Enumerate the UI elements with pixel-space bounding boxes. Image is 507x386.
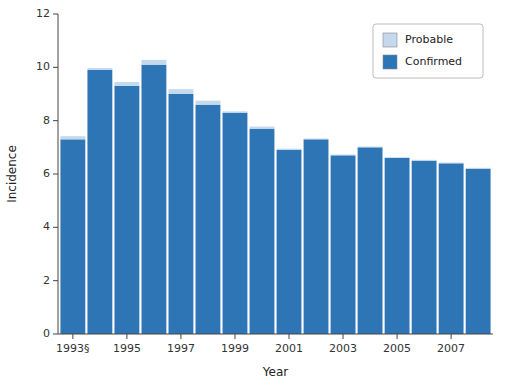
y-tick-label: 4 xyxy=(43,220,50,233)
x-tick-label: 1997 xyxy=(167,342,195,355)
legend-label: Confirmed xyxy=(405,55,462,68)
legend-swatch xyxy=(383,55,397,69)
bar-segment xyxy=(277,150,302,334)
x-tick-label: 2001 xyxy=(275,342,303,355)
y-tick xyxy=(53,14,58,15)
bar-segment xyxy=(250,129,275,334)
bar-segment xyxy=(223,113,248,334)
x-tick xyxy=(234,334,235,339)
x-tick xyxy=(343,334,344,339)
bar-segment xyxy=(60,139,85,334)
y-tick-label: 2 xyxy=(43,274,50,287)
x-tick xyxy=(126,334,127,339)
chart: 0 2 4 6 8 10 12 1993§ 1995 1997 1999 2001 2003 2005 20… xyxy=(0,0,507,386)
x-tick-label: 2003 xyxy=(329,342,357,355)
y-tick-label: 0 xyxy=(43,327,50,340)
y-axis-label: Incidence xyxy=(5,145,19,203)
bar-segment xyxy=(141,60,166,65)
bars xyxy=(60,60,490,334)
legend-box xyxy=(373,24,483,78)
bar-segment xyxy=(358,146,383,148)
bar-segment xyxy=(412,159,437,161)
y-tick xyxy=(53,174,58,175)
legend: Probable Confirmed xyxy=(373,24,483,78)
x-tick-label: 1995 xyxy=(113,342,141,355)
x-tick-label: 1999 xyxy=(221,342,249,355)
x-tick xyxy=(289,334,290,339)
y-tick xyxy=(53,334,58,335)
bar-segment xyxy=(358,147,383,334)
bar-segment xyxy=(114,86,139,334)
bar-segment xyxy=(60,136,85,139)
bar-segment xyxy=(304,138,329,140)
x-tick xyxy=(72,334,73,339)
bar-segment xyxy=(466,169,491,334)
y-tick xyxy=(53,227,58,228)
bar-segment xyxy=(439,163,464,334)
x-tick xyxy=(180,334,181,339)
y-tick-label: 10 xyxy=(36,60,50,73)
bar-segment xyxy=(412,161,437,334)
bar-segment xyxy=(439,162,464,164)
legend-swatch xyxy=(383,33,397,47)
bar-segment xyxy=(169,94,194,334)
x-axis-line xyxy=(58,334,493,335)
bar-segment xyxy=(114,82,139,86)
bar-segment xyxy=(196,101,221,105)
y-tick xyxy=(53,120,58,121)
y-tick-label: 6 xyxy=(43,167,50,180)
bar-segment xyxy=(223,111,248,112)
bar-segment xyxy=(141,65,166,334)
x-tick-label: 1993§ xyxy=(56,342,90,355)
bar-segment xyxy=(250,127,275,129)
x-tick xyxy=(397,334,398,339)
x-axis-label: Year xyxy=(262,365,288,379)
y-tick xyxy=(53,67,58,68)
x-tick-label: 2005 xyxy=(383,342,411,355)
bar-segment xyxy=(277,149,302,150)
bar-segment xyxy=(385,158,410,334)
bar-segment xyxy=(169,89,194,94)
bar-segment xyxy=(466,167,491,169)
x-tick xyxy=(451,334,452,339)
bar-segment xyxy=(331,155,356,334)
bar-segment xyxy=(87,68,112,70)
bar-segment xyxy=(304,139,329,334)
bar-segment xyxy=(385,157,410,159)
legend-label: Probable xyxy=(405,33,453,46)
bar-segment xyxy=(87,70,112,334)
y-tick xyxy=(53,280,58,281)
x-tick-label: 2007 xyxy=(437,342,465,355)
bar-segment xyxy=(331,154,356,156)
y-tick-label: 12 xyxy=(36,7,50,20)
y-tick-label: 8 xyxy=(43,114,50,127)
bar-segment xyxy=(196,105,221,334)
